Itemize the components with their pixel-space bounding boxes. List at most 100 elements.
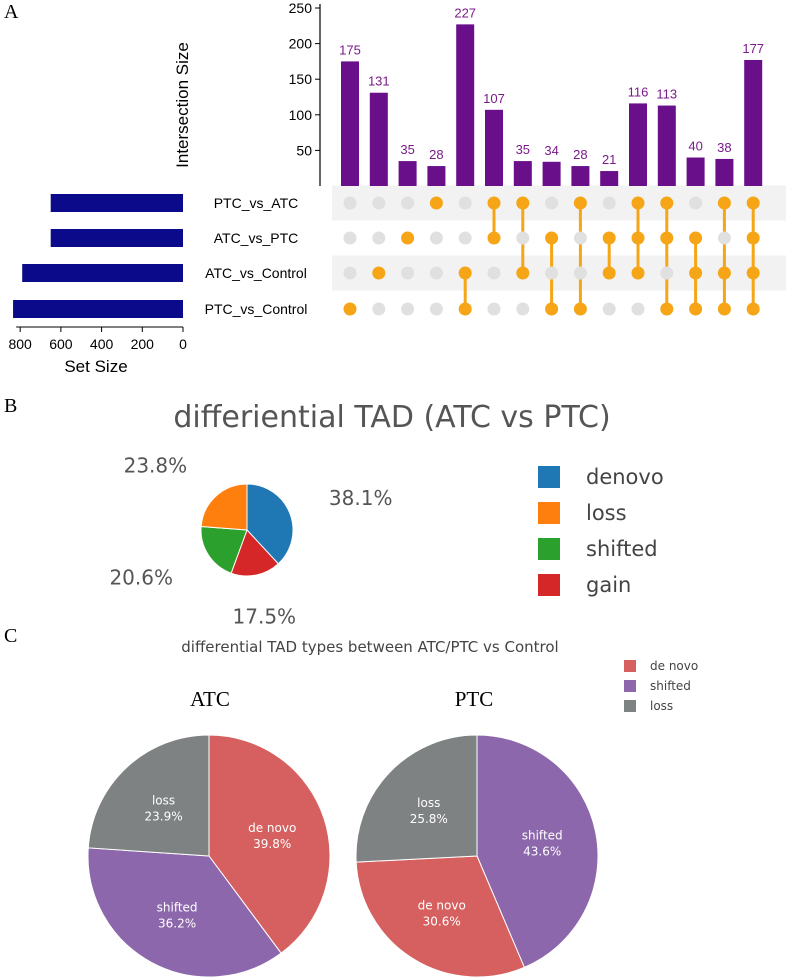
pie-slice-loss — [355, 734, 478, 863]
matrix-dot-inactive — [401, 196, 415, 210]
pie-slice-shifted — [87, 847, 282, 977]
matrix-dot-inactive — [516, 302, 530, 316]
set-size-tick-label: 200 — [131, 336, 155, 352]
intersection-value-label: 38 — [717, 140, 731, 155]
matrix-dot-active — [401, 231, 415, 245]
legend-swatch-shifted — [538, 538, 560, 560]
set-size-bar — [50, 194, 183, 212]
pie-c-title: differential TAD types between ATC/PTC v… — [181, 638, 558, 656]
matrix-dot-inactive — [631, 302, 645, 316]
set-label: ATC_vs_PTC — [214, 230, 299, 246]
legend-swatch-gain — [538, 574, 560, 596]
matrix-dot-active — [573, 302, 587, 316]
matrix-dot-inactive — [717, 231, 731, 245]
legend-label-shifted: shifted — [586, 537, 658, 561]
matrix-dot-active — [746, 231, 760, 245]
slice-percent: 23.9% — [144, 809, 182, 823]
matrix-dot-inactive — [429, 231, 443, 245]
matrix-dot-active — [689, 302, 703, 316]
y-tick-label: 200 — [289, 36, 313, 52]
matrix-dot-inactive — [689, 196, 703, 210]
matrix-dot-active — [372, 266, 386, 280]
set-size-label: Set Size — [64, 357, 127, 376]
slice-percent: 39.8% — [253, 837, 291, 851]
pie-slice-shifted — [200, 525, 248, 574]
matrix-dot-active — [545, 231, 559, 245]
intersection-value-label: 35 — [400, 142, 414, 157]
y-tick-label: 250 — [289, 0, 313, 16]
matrix-dot-active — [746, 302, 760, 316]
matrix-dot-inactive — [372, 196, 386, 210]
set-size-tick-label: 0 — [179, 336, 187, 352]
intersection-bar — [427, 166, 446, 186]
legend-swatch-loss — [538, 502, 560, 524]
matrix-dot-inactive — [372, 302, 386, 316]
matrix-dot-active — [660, 302, 674, 316]
intersection-bar — [542, 161, 561, 186]
matrix-dot-active — [631, 266, 645, 280]
matrix-dot-active — [660, 196, 674, 210]
matrix-dot-inactive — [343, 196, 357, 210]
pie-slice-denovo — [246, 483, 294, 565]
matrix-dot-active — [660, 231, 674, 245]
intersection-value-label: 34 — [544, 143, 558, 158]
intersection-value-label: 113 — [656, 87, 677, 102]
matrix-dot-inactive — [429, 266, 443, 280]
slice-label: shifted — [522, 829, 563, 843]
slice-percent: 36.2% — [158, 916, 196, 930]
legend-label-loss: loss — [586, 501, 627, 525]
legend-label-de-novo: de novo — [650, 659, 698, 673]
matrix-dot-active — [602, 231, 616, 245]
matrix-dot-inactive — [660, 266, 674, 280]
set-size-bar — [22, 264, 184, 282]
legend-label-gain: gain — [586, 573, 631, 597]
matrix-dot-active — [458, 266, 472, 280]
matrix-dot-active — [631, 196, 645, 210]
matrix-dot-active — [573, 196, 587, 210]
pie-charts-c: de novo 39.8% shifted 36.2% loss 23.9% shifted… — [87, 659, 698, 977]
slice-label: loss — [152, 793, 175, 807]
matrix-dot-active — [717, 302, 731, 316]
matrix-dot-inactive — [602, 302, 616, 316]
matrix-dot-inactive — [343, 231, 357, 245]
legend-label-shifted: shifted — [650, 679, 691, 693]
pie-slice-de-novo — [208, 734, 331, 954]
intersection-bar — [341, 61, 359, 186]
set-size-bar — [13, 300, 183, 318]
matrix-dot-active — [689, 231, 703, 245]
intersection-bar — [513, 161, 532, 186]
intersection-value-label: 40 — [688, 139, 702, 154]
pie-c-subtitle-atc: ATC — [190, 687, 230, 711]
intersection-bar — [629, 103, 647, 186]
matrix-dot-inactive — [372, 231, 386, 245]
matrix-dot-active — [717, 266, 731, 280]
intersection-bar — [686, 157, 705, 186]
slice-label: loss — [417, 796, 440, 810]
intersection-value-label: 28 — [429, 147, 443, 162]
matrix-dot-inactive — [401, 302, 415, 316]
matrix-dot-active — [545, 302, 559, 316]
pie-percent-label: 20.6% — [109, 566, 173, 590]
set-size-tick-label: 600 — [49, 336, 73, 352]
matrix-dot-inactive — [429, 302, 443, 316]
intersection-value-label: 131 — [368, 74, 390, 89]
slice-label: de novo — [418, 898, 466, 912]
y-tick-label: 50 — [296, 142, 312, 158]
matrix-dot-active — [717, 196, 731, 210]
matrix-dot-inactive — [573, 231, 587, 245]
panel-label-c: C — [4, 625, 17, 647]
intersection-bar — [369, 92, 388, 186]
pie-percent-label: 38.1% — [329, 486, 393, 510]
pie-c-subtitle-ptc: PTC — [455, 687, 494, 711]
matrix-dot-active — [487, 196, 501, 210]
intersection-bar — [744, 59, 763, 187]
y-tick-label: 150 — [289, 71, 313, 87]
pie-slice-shifted — [476, 734, 599, 969]
y-tick-label: 100 — [289, 107, 313, 123]
set-size-tick-label: 400 — [90, 336, 114, 352]
pie-percent-label: 17.5% — [233, 604, 297, 628]
matrix-dot-inactive — [545, 196, 559, 210]
legend-label-denovo: denovo — [586, 465, 664, 489]
panel-label-a: A — [4, 1, 19, 23]
